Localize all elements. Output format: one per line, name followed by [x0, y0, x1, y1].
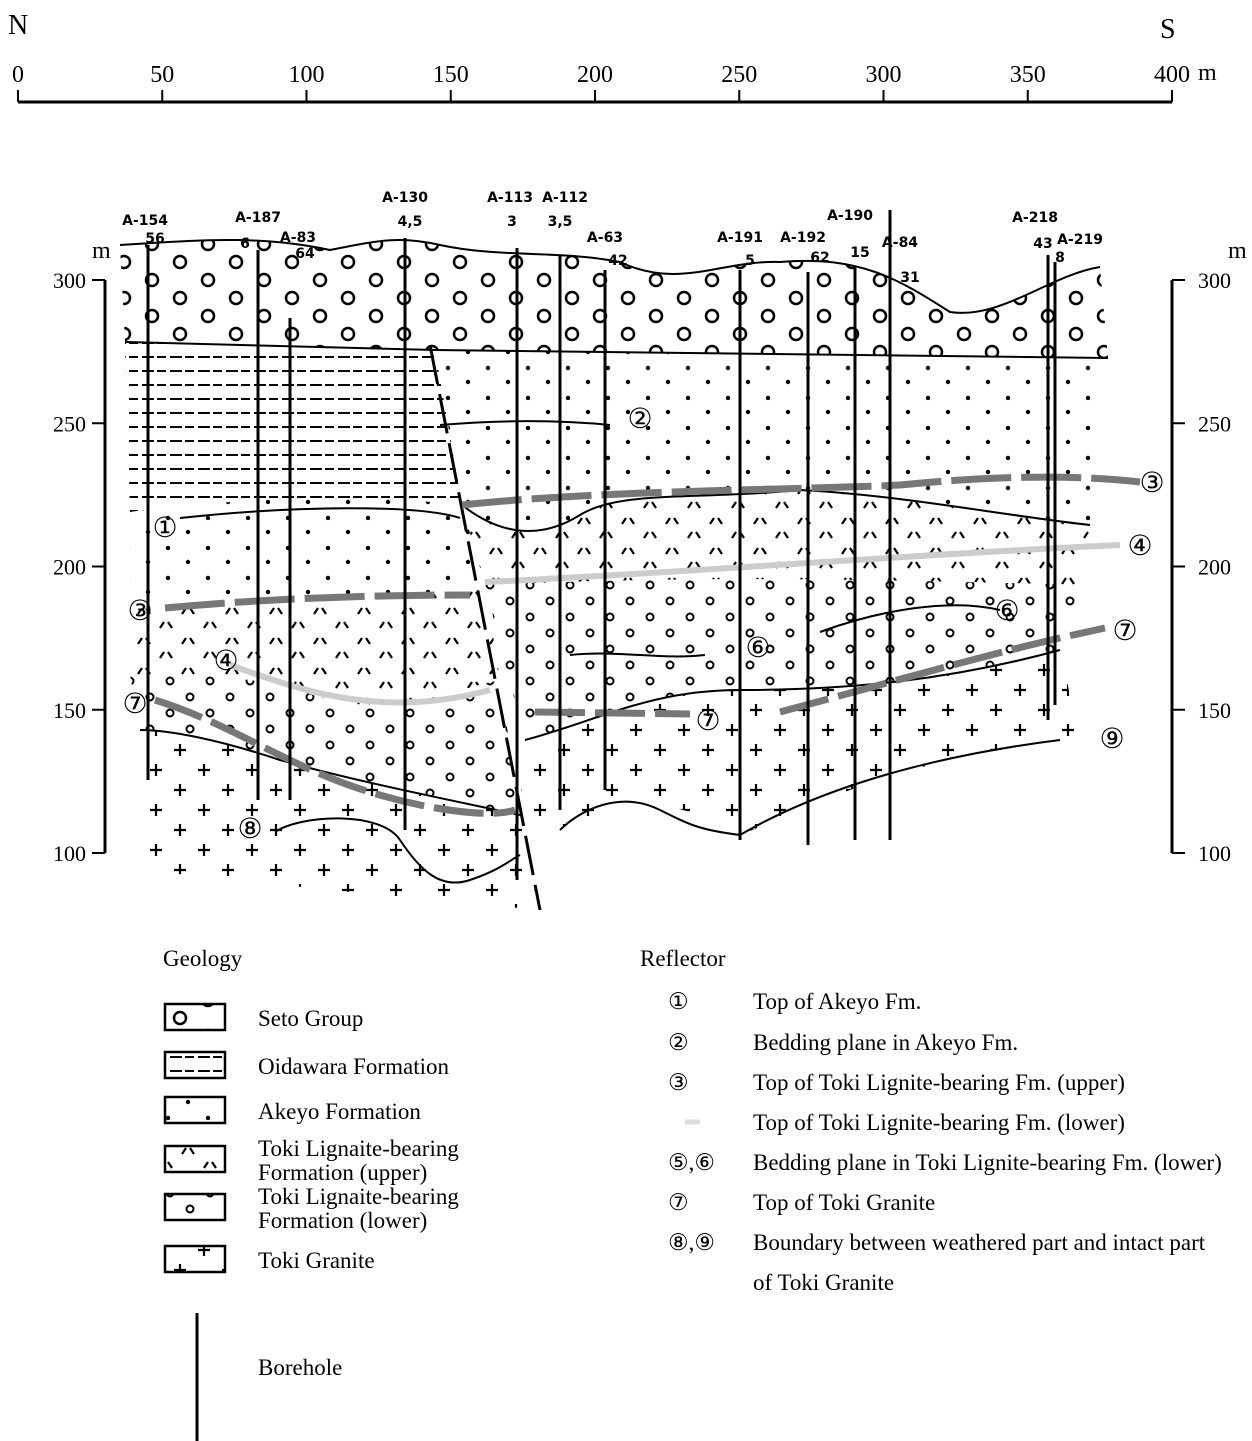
depth-tick-label: 100	[53, 841, 86, 866]
scale-tick-label: 0	[12, 62, 24, 88]
borehole-name: A-218	[1012, 210, 1058, 226]
legend-label: Bedding plane in Akeyo Fm.	[753, 1030, 1018, 1055]
borehole-name: A-63	[587, 230, 623, 246]
borehole-name: A-84	[882, 235, 918, 251]
legend-swatch	[165, 1194, 225, 1220]
depth-tick-label: 150	[1198, 698, 1231, 723]
legend-label: of Toki Granite	[753, 1270, 894, 1295]
borehole-depth: 43	[1033, 236, 1052, 252]
borehole-name: A-113	[487, 190, 533, 206]
legend-label: Oidawara Formation	[258, 1054, 449, 1079]
scale-tick-label: 350	[1010, 62, 1046, 88]
legend-label: Top of Toki Lignite-bearing Fm. (lower)	[753, 1110, 1125, 1135]
legend: Geology Reflector Borehole Seto Group Oid…	[163, 946, 1222, 1441]
legend-label: Top of Toki Granite	[753, 1190, 935, 1215]
scale-tick-label: 100	[289, 62, 325, 88]
depth-tick-label: 250	[1198, 411, 1231, 436]
legend-label: Toki Lignaite-bearing	[258, 1184, 459, 1209]
borehole-name: A-154	[122, 213, 168, 229]
borehole-name: A-192	[780, 230, 826, 246]
borehole-depth: 3	[507, 214, 517, 230]
borehole-depth: 62	[810, 250, 829, 266]
borehole-name: A-219	[1057, 232, 1103, 248]
reflector-marker: ③	[1139, 468, 1164, 499]
depth-tick-label: 250	[53, 411, 86, 436]
depth-tick-label: 200	[1198, 555, 1231, 580]
oidawara-formation	[125, 342, 462, 512]
legend-label: Boundary between weathered part and inta…	[753, 1230, 1206, 1255]
legend-title: Reflector	[640, 946, 726, 971]
borehole-depth: 6	[240, 236, 250, 252]
reflector-marker: ②	[627, 404, 652, 435]
legend-label: Top of Akeyo Fm.	[753, 989, 921, 1014]
legend-label: Bedding plane in Toki Lignite-bearing Fm…	[753, 1150, 1222, 1175]
borehole-name: A-130	[382, 190, 428, 206]
scale-tick-label: 300	[866, 62, 902, 88]
borehole-name: A-187	[235, 210, 281, 226]
axis-unit: m	[1228, 238, 1247, 264]
legend-swatch	[165, 1004, 225, 1030]
borehole-depth: 42	[608, 253, 627, 269]
legend-label: Akeyo Formation	[258, 1099, 421, 1124]
scale-tick-label: 50	[150, 62, 174, 88]
depth-tick-label: 300	[1198, 268, 1231, 293]
legend-symbol: ②	[668, 1030, 689, 1055]
cross-section: m m 300 300 250 250 200 200 150 150 100 100 A-154 5…	[53, 190, 1247, 910]
depth-tick-label: 200	[53, 555, 86, 580]
scale-tick-label: 400	[1154, 62, 1190, 88]
legend-swatch	[165, 1097, 225, 1123]
reflector-marker: ⑦	[1112, 616, 1137, 647]
borehole-depth: 3,5	[548, 214, 573, 230]
page: N S m 0 50 100 150 200 250 300 350 400 m m 300 30…	[0, 0, 1252, 1441]
reflector-marker: ③	[127, 596, 152, 627]
legend-symbol: ⑦	[668, 1190, 689, 1215]
reflector-marker: ⑧	[237, 814, 262, 845]
depth-tick-label: 100	[1198, 841, 1231, 866]
legend-label: Formation (lower)	[258, 1208, 427, 1233]
south-label: S	[1160, 14, 1176, 45]
legend-label: Top of Toki Lignite-bearing Fm. (upper)	[753, 1070, 1125, 1095]
legend-symbol: ⑤,⑥	[668, 1150, 715, 1175]
legend-label: Formation (upper)	[258, 1160, 427, 1185]
scale-tick-label: 200	[577, 62, 613, 88]
borehole-name: A-112	[542, 190, 588, 206]
depth-tick-label: 300	[53, 268, 86, 293]
depth-tick-label: 150	[53, 698, 86, 723]
borehole-depth: 64	[295, 246, 315, 262]
scale-tick-label: 150	[433, 62, 469, 88]
borehole-depth: 5	[745, 253, 755, 269]
reflector-marker: ⑥	[994, 596, 1019, 627]
borehole-name: A-83	[280, 230, 316, 246]
reflector-marker: ⑨	[1099, 724, 1124, 755]
reflector-marker: ⑦	[695, 706, 720, 737]
legend-symbol: ⑧,⑨	[668, 1230, 715, 1255]
legend-swatch	[165, 1246, 225, 1272]
reflector-marker: ④	[213, 646, 238, 677]
legend-label: Toki Lignaite-bearing	[258, 1136, 459, 1161]
reflector-marker: ①	[152, 513, 177, 544]
reflector-marker: ⑥	[745, 633, 770, 664]
legend-label: Seto Group	[258, 1006, 363, 1031]
borehole-depth: 56	[145, 231, 164, 247]
scale-bar: N S m 0 50 100 150 200 250 300 350 400	[8, 10, 1217, 102]
legend-label: Toki Granite	[258, 1248, 375, 1273]
reflector-marker: ⑦	[122, 689, 147, 720]
borehole-depth: 4,5	[398, 214, 423, 230]
scale-tick-label: 250	[721, 62, 757, 88]
reflector-marker: ④	[1127, 531, 1152, 562]
legend-label: Borehole	[258, 1355, 342, 1380]
axis-unit: m	[92, 238, 111, 264]
legend-title: Geology	[163, 946, 243, 971]
borehole-depth: 31	[900, 270, 919, 286]
north-label: N	[8, 10, 28, 41]
borehole-depth: 8	[1055, 250, 1065, 266]
scale-unit: m	[1198, 60, 1217, 86]
legend-symbol: ①	[668, 989, 689, 1014]
legend-swatch	[165, 1052, 225, 1078]
borehole-name: A-190	[827, 208, 873, 224]
borehole-depth: 15	[850, 245, 869, 261]
legend-swatch	[165, 1146, 225, 1172]
legend-symbol: ③	[668, 1070, 689, 1095]
borehole-name: A-191	[717, 230, 763, 246]
